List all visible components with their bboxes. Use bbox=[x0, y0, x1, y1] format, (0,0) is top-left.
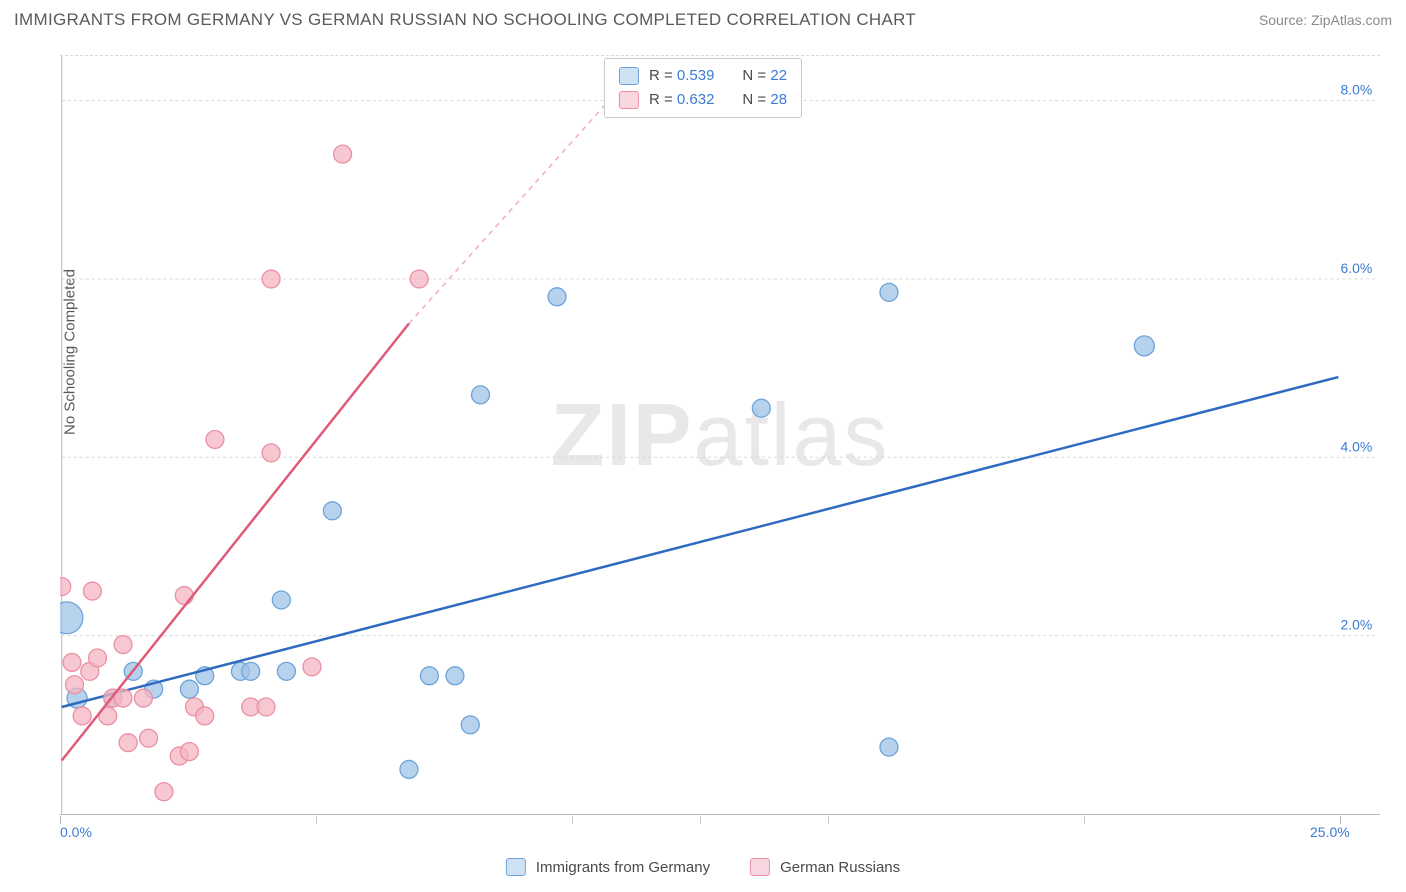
series-legend-label: German Russians bbox=[780, 859, 900, 876]
legend-swatch bbox=[506, 858, 526, 876]
legend-row: R = 0.632 N = 28 bbox=[619, 88, 787, 112]
svg-text:4.0%: 4.0% bbox=[1340, 438, 1372, 454]
legend-r-label: R = 0.539 bbox=[649, 64, 714, 88]
legend-n-label: N = 28 bbox=[742, 88, 787, 112]
source-label: Source: ZipAtlas.com bbox=[1259, 12, 1392, 28]
legend-swatch bbox=[750, 858, 770, 876]
legend-row: R = 0.539 N = 22 bbox=[619, 64, 787, 88]
svg-text:8.0%: 8.0% bbox=[1340, 82, 1372, 98]
legend-swatch bbox=[619, 91, 639, 109]
plot-svg: 2.0% 4.0% 6.0% 8.0% bbox=[60, 56, 1380, 814]
svg-text:6.0%: 6.0% bbox=[1340, 260, 1372, 276]
series-legend-item: Immigrants from Germany bbox=[506, 858, 710, 876]
svg-text:2.0%: 2.0% bbox=[1340, 617, 1372, 633]
correlation-legend: R = 0.539 N = 22 R = 0.632 N = 28 bbox=[604, 58, 802, 118]
scatter-chart: No Schooling Completed ZIPatlas 2.0%4.0%… bbox=[60, 55, 1380, 815]
series-legend-label: Immigrants from Germany bbox=[536, 859, 710, 876]
chart-header: IMMIGRANTS FROM GERMANY VS GERMAN RUSSIA… bbox=[14, 10, 1392, 30]
legend-n-label: N = 22 bbox=[742, 64, 787, 88]
chart-title: IMMIGRANTS FROM GERMANY VS GERMAN RUSSIA… bbox=[14, 10, 916, 30]
series-legend-item: German Russians bbox=[750, 858, 900, 876]
legend-swatch bbox=[619, 67, 639, 85]
series-legend: Immigrants from Germany German Russians bbox=[506, 858, 900, 876]
x-tick-label: 25.0% bbox=[1310, 824, 1350, 840]
x-tick-label: 0.0% bbox=[60, 824, 92, 840]
legend-r-label: R = 0.632 bbox=[649, 88, 714, 112]
